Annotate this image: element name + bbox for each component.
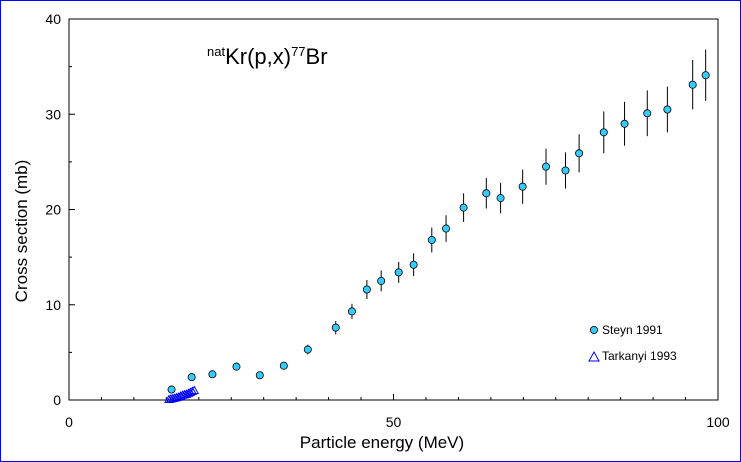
x-axis-title: Particle energy (MeV): [300, 433, 464, 452]
legend-entry-tarkanyi: Tarkanyi 1993: [588, 349, 677, 363]
steyn-point: [279, 361, 288, 370]
y-tick-label: 20: [45, 202, 61, 218]
steyn-point: [482, 189, 491, 198]
tarkanyi-point: [189, 385, 200, 394]
steyn-point: [459, 203, 468, 212]
steyn-point: [542, 162, 551, 171]
steyn-point: [442, 224, 451, 233]
steyn-point: [255, 371, 264, 380]
steyn-point: [362, 285, 371, 294]
steyn-point: [518, 182, 527, 191]
steyn-point: [663, 105, 672, 114]
legend-marker-steyn: [590, 325, 599, 334]
steyn-point: [347, 307, 356, 316]
y-tick-label: 0: [53, 392, 61, 408]
legend: Steyn 1991 Tarkanyi 1993: [588, 323, 677, 363]
plot-area: 0 10 20 30 40 0 50 100: [45, 11, 729, 430]
annotation-sup-77: 77: [291, 44, 305, 59]
steyn-point: [187, 373, 196, 382]
y-tick-label: 40: [45, 11, 61, 27]
steyn-point: [427, 235, 436, 244]
tarkanyi-point: [187, 386, 198, 395]
y-tick-label: 10: [45, 297, 61, 313]
steyn-point: [496, 194, 505, 203]
legend-label-steyn: Steyn 1991: [602, 323, 663, 337]
steyn-point: [701, 71, 710, 80]
annotation-body2: Br: [306, 44, 328, 69]
steyn-point: [561, 166, 570, 175]
y-tick-label: 30: [45, 106, 61, 122]
annotation-body1: Kr(p,x): [225, 44, 291, 69]
tarkanyi-point: [185, 387, 196, 396]
steyn-point: [208, 370, 217, 379]
legend-entry-steyn: Steyn 1991: [590, 323, 663, 337]
steyn-point: [167, 385, 176, 394]
steyn-point: [620, 119, 629, 128]
x-tick-label: 0: [65, 414, 73, 430]
annotation-sup-nat: nat: [207, 44, 225, 59]
plot-border: [68, 18, 719, 401]
data-marks: [164, 49, 710, 404]
svg-text:natKr(p,x)77Br: natKr(p,x)77Br: [207, 44, 328, 69]
reaction-annotation: natKr(p,x)77Br: [207, 44, 328, 69]
tarkanyi-point: [175, 391, 186, 400]
steyn-point: [394, 268, 403, 277]
steyn-point: [599, 128, 608, 137]
steyn-point: [303, 345, 312, 354]
x-tick-label: 100: [706, 414, 730, 430]
steyn-point: [409, 260, 418, 269]
legend-marker-tarkanyi: [588, 350, 600, 362]
steyn-point: [331, 323, 340, 332]
steyn-point: [377, 276, 386, 285]
steyn-point: [643, 109, 652, 118]
legend-label-tarkanyi: Tarkanyi 1993: [602, 349, 677, 363]
steyn-point: [232, 362, 241, 371]
steyn-point: [575, 149, 584, 158]
y-axis-title: Cross section (mb): [12, 160, 31, 303]
x-tick-label: 50: [386, 414, 402, 430]
steyn-point: [688, 80, 697, 89]
